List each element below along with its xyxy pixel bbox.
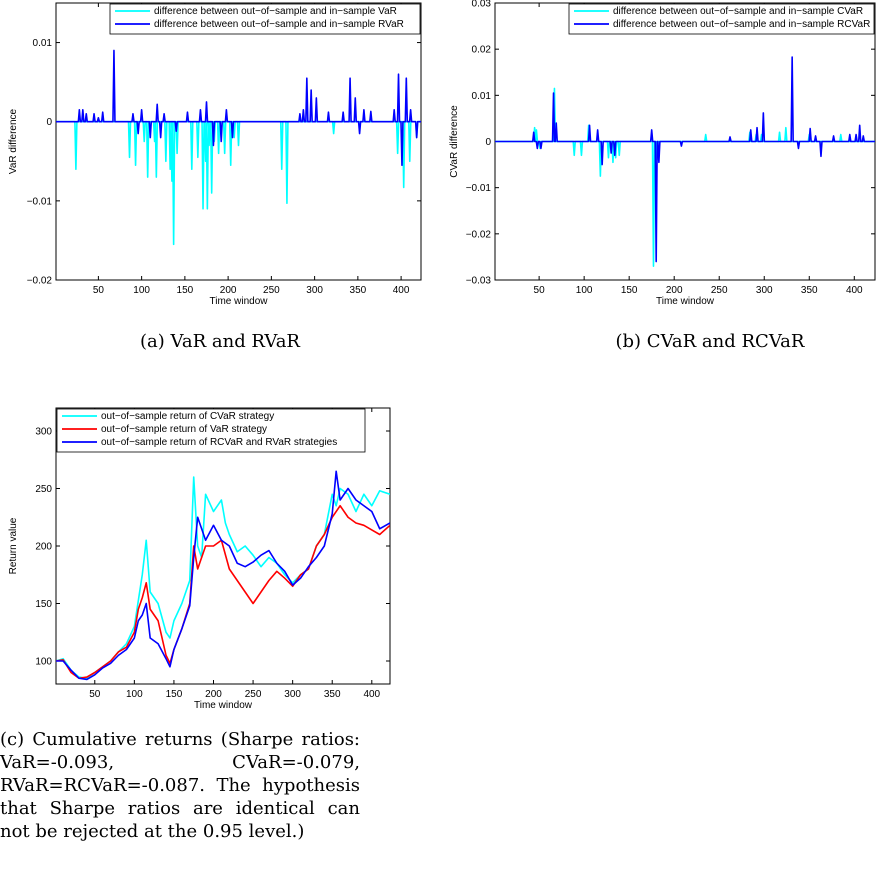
legend-box <box>56 408 366 453</box>
x-tick-label: 250 <box>711 285 728 296</box>
series-line-1 <box>56 120 421 246</box>
series-group <box>56 49 421 246</box>
x-tick-label: 300 <box>284 689 301 700</box>
y-tick-label: 0.02 <box>472 45 492 56</box>
series-line-2 <box>56 504 390 680</box>
legend-label: difference between out−of−sample and in−… <box>154 6 397 17</box>
legend-label: out−of−sample return of CVaR strategy <box>101 411 274 422</box>
y-tick-label: 250 <box>35 484 52 495</box>
series-line-3 <box>56 470 390 681</box>
x-tick-label: 250 <box>245 689 262 700</box>
x-tick-label: 200 <box>205 689 222 700</box>
y-tick-label: 0 <box>46 117 52 128</box>
y-tick-label: 300 <box>35 427 52 438</box>
y-tick-label: −0.01 <box>466 183 492 194</box>
x-tick-label: 400 <box>393 285 410 296</box>
y-tick-label: 100 <box>35 657 52 668</box>
legend: out−of−sample return of CVaR strategy out… <box>56 408 366 453</box>
y-tick-label: 200 <box>35 542 52 553</box>
y-axis-label: VaR difference <box>8 108 19 174</box>
caption-a: (a) VaR and RVaR <box>140 331 300 352</box>
legend-label: difference between out−of−sample and in−… <box>613 19 870 30</box>
x-tick-label: 150 <box>177 285 194 296</box>
legend-box <box>568 3 875 35</box>
chart-panel-c: 50 100 150 200 250 300 350 400 100 150 200 250 300 Ti… <box>0 400 400 715</box>
x-tick-label: 300 <box>306 285 323 296</box>
legend-label: difference between out−of−sample and in−… <box>613 6 863 17</box>
x-axis-label: Time window <box>656 296 715 307</box>
chart-c: 50 100 150 200 250 300 350 400 100 150 200 250 300 Ti… <box>8 407 391 711</box>
x-tick-label: 150 <box>166 689 183 700</box>
x-tick-label: 350 <box>801 285 818 296</box>
y-tick-label: −0.02 <box>27 276 53 287</box>
x-tick-label: 400 <box>846 285 863 296</box>
legend-label: difference between out−of−sample and in−… <box>154 19 404 30</box>
series-group <box>56 470 390 681</box>
x-tick-label: 200 <box>220 285 237 296</box>
legend-box <box>109 3 421 35</box>
x-tick-label: 50 <box>89 689 101 700</box>
x-tick-label: 350 <box>350 285 367 296</box>
y-tick-label: −0.01 <box>27 196 53 207</box>
x-tick-label: 400 <box>363 689 380 700</box>
y-tick-label: 0.03 <box>472 0 492 10</box>
x-tick-label: 200 <box>666 285 683 296</box>
legend: difference between out−of−sample and in−… <box>568 3 875 35</box>
caption-b: (b) CVaR and RCVaR <box>615 331 805 352</box>
x-tick-label: 300 <box>756 285 773 296</box>
chart-panel-a: 50 100 150 200 250 300 350 400 −0.02 −0.01 0 0.01 Ti… <box>0 0 440 310</box>
legend: difference between out−of−sample and in−… <box>109 3 421 35</box>
y-axis-label: CVaR difference <box>449 105 460 178</box>
x-tick-label: 150 <box>621 285 638 296</box>
x-tick-label: 100 <box>133 285 150 296</box>
y-tick-label: 0.01 <box>33 38 53 49</box>
x-tick-label: 250 <box>263 285 280 296</box>
x-tick-label: 50 <box>534 285 546 296</box>
x-tick-label: 50 <box>93 285 105 296</box>
chart-a: 50 100 150 200 250 300 350 400 −0.02 −0.01 0 0.01 Ti… <box>8 2 422 307</box>
caption-c: (c) Cumulative returns (Sharpe ratios: V… <box>0 729 360 842</box>
series-line-2 <box>56 49 421 167</box>
x-tick-label: 100 <box>126 689 143 700</box>
y-tick-label: −0.02 <box>466 229 492 240</box>
y-tick-label: 0 <box>485 137 491 148</box>
chart-panel-b: 50 100 150 200 250 300 350 400 −0.03 −0.02 −0.01 0 0… <box>449 0 877 310</box>
x-axis-label: Time window <box>210 296 269 307</box>
series-group <box>495 56 875 267</box>
x-tick-label: 350 <box>324 689 341 700</box>
legend-label: out−of−sample return of VaR strategy <box>101 424 267 435</box>
y-tick-label: 0.01 <box>472 91 492 102</box>
y-tick-label: −0.03 <box>466 276 492 287</box>
y-tick-label: 150 <box>35 599 52 610</box>
chart-b: 50 100 150 200 250 300 350 400 −0.03 −0.02 −0.01 0 0… <box>449 0 876 307</box>
x-axis-label: Time window <box>194 700 253 711</box>
series-line-2 <box>495 56 875 263</box>
y-axis-label: Return value <box>8 517 19 574</box>
legend-label: out−of−sample return of RCVaR and RVaR s… <box>101 437 337 448</box>
x-tick-label: 100 <box>576 285 593 296</box>
